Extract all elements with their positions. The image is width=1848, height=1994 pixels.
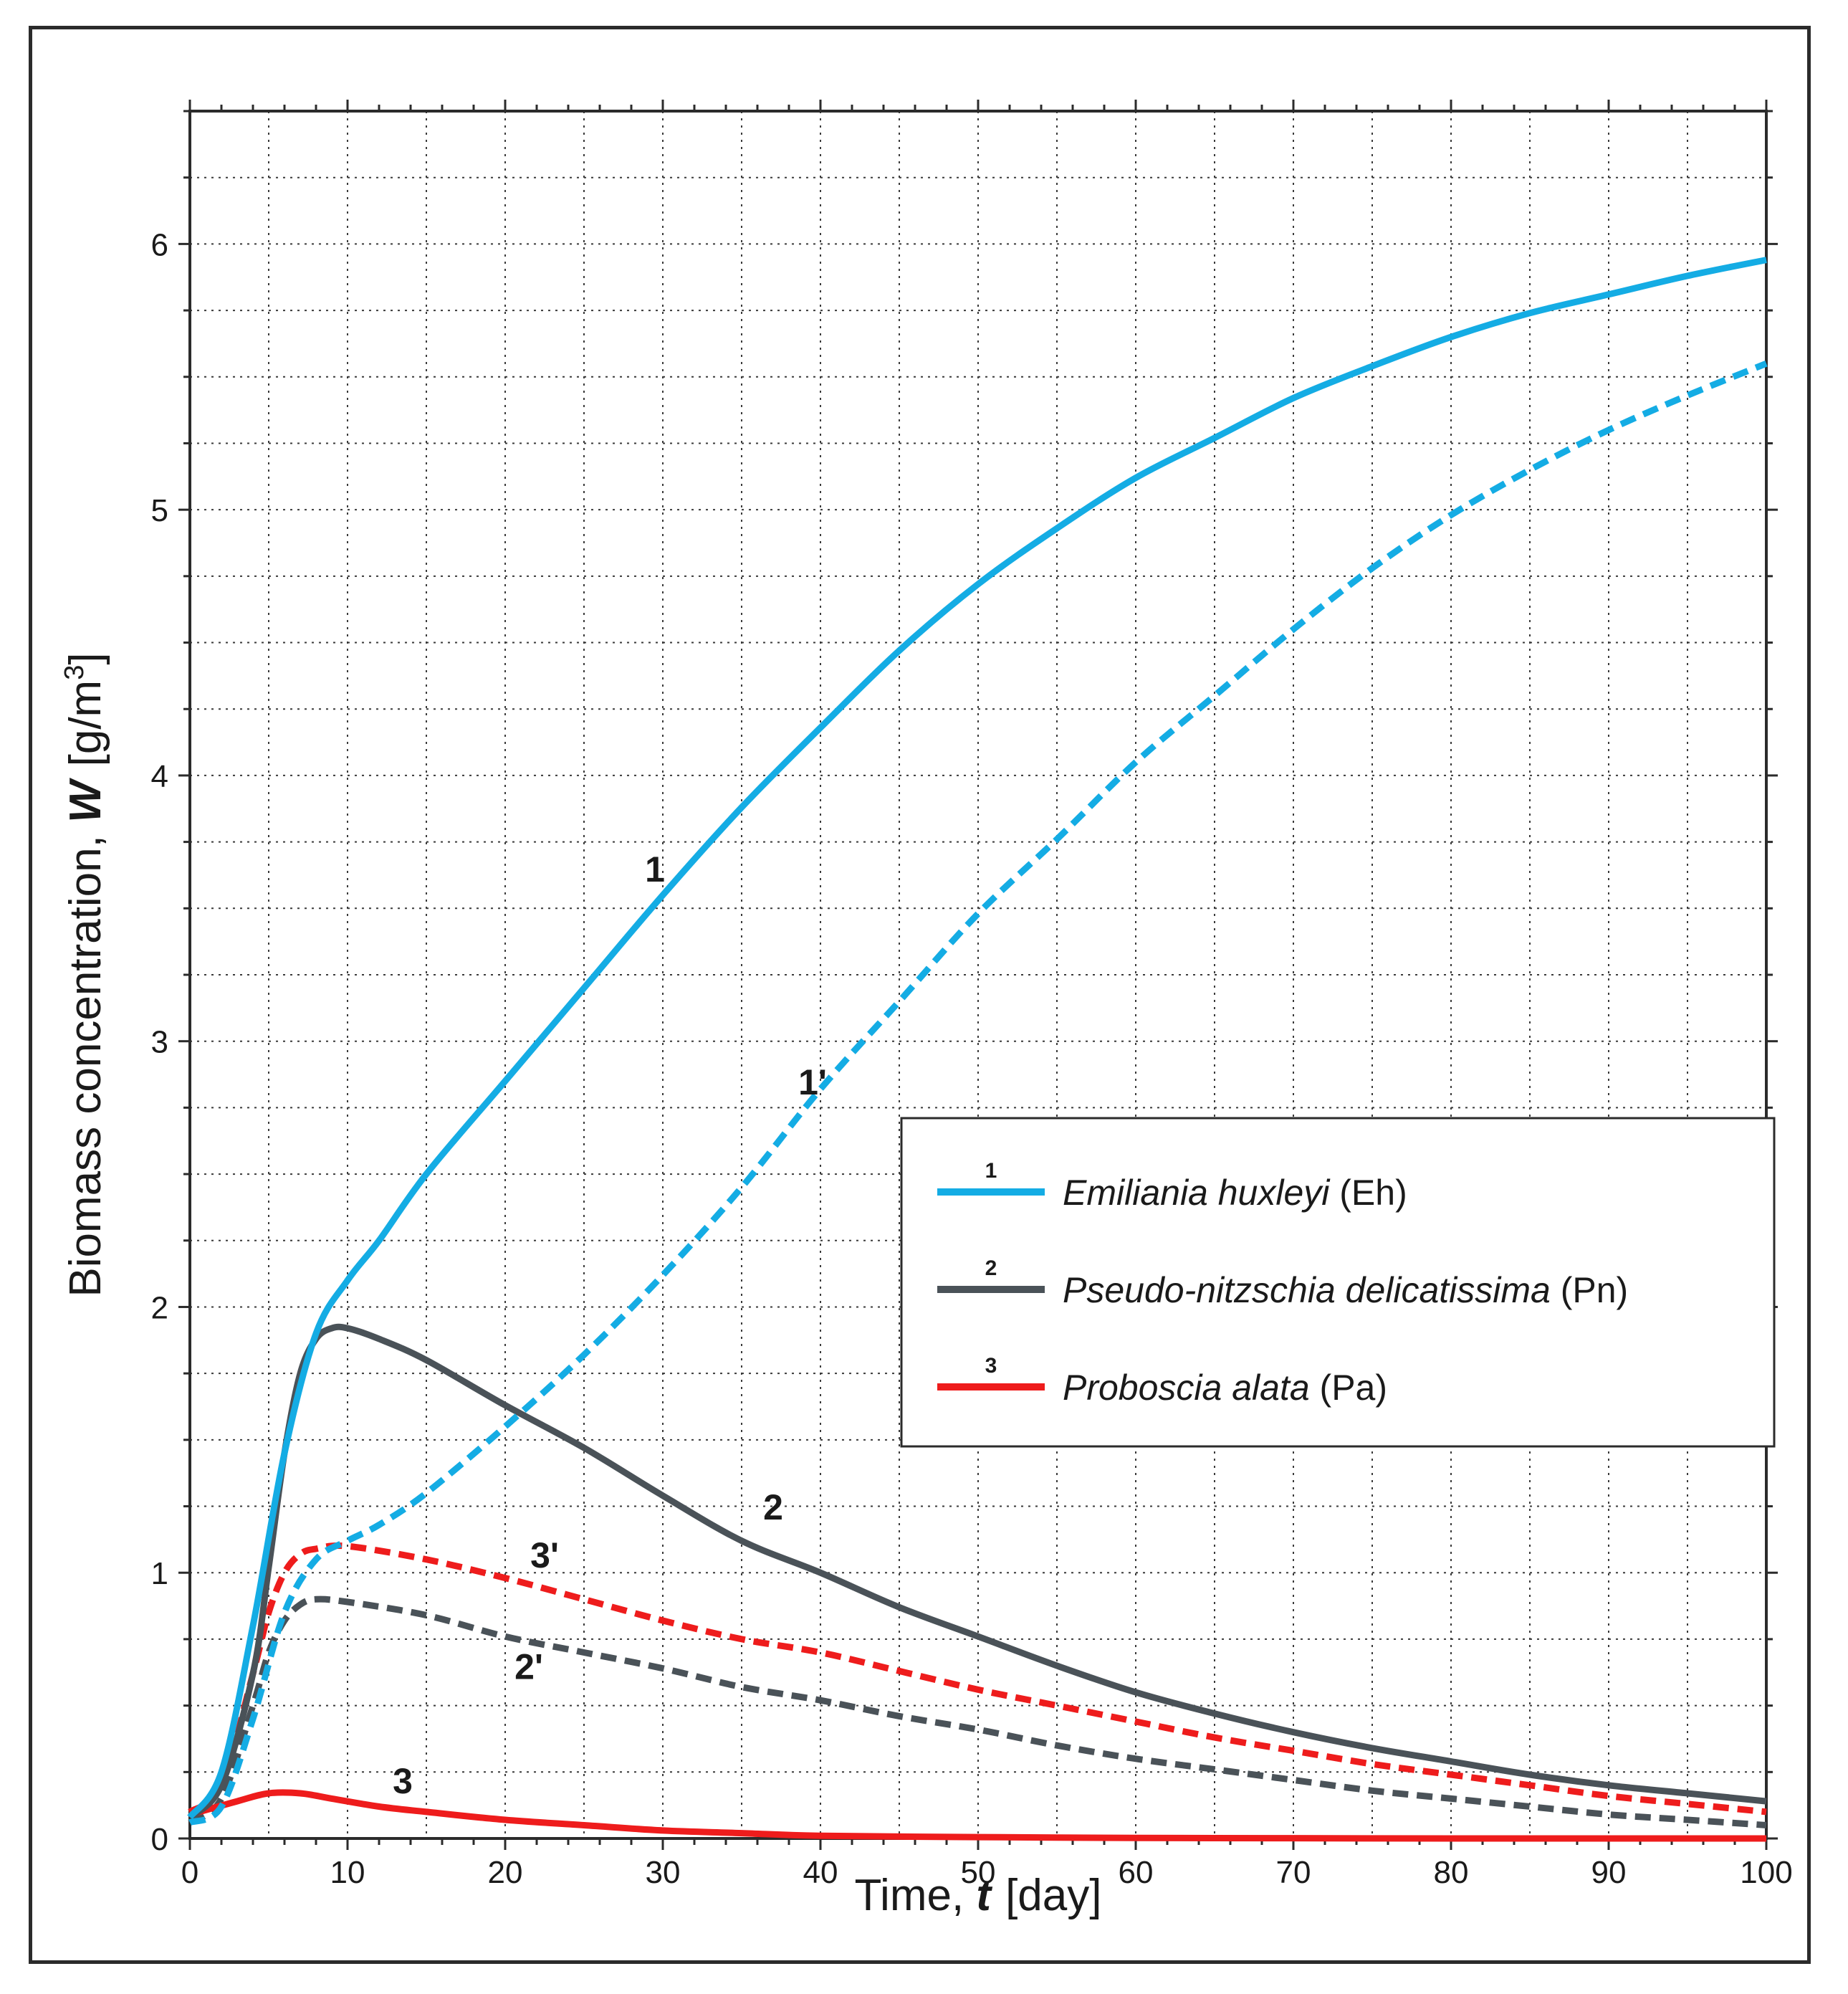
legend-number-1: 1 — [985, 1159, 997, 1183]
legend-species-code: (Eh) — [1329, 1173, 1407, 1213]
curve-label-1-prime: 1' — [798, 1062, 827, 1102]
x-tick-label: 60 — [1119, 1855, 1154, 1890]
curve-label-2-prime: 2' — [514, 1647, 543, 1687]
x-axis-title-prefix: Time, — [854, 1871, 976, 1920]
series-2-prime-dashed-line — [188, 1595, 1767, 1828]
legend-species-name: Emiliania huxleyi — [1063, 1173, 1331, 1213]
legend-species-name: Proboscia alata — [1063, 1368, 1310, 1408]
x-tick-label: 90 — [1591, 1855, 1627, 1890]
series-1-solid-line — [187, 257, 1767, 1820]
y-axis-title-prefix: Biomass concentration, — [61, 823, 110, 1297]
y-axis-title-unit: [g/m — [61, 680, 110, 767]
y-axis-title: Biomass concentration, W [g/m3] — [59, 652, 110, 1297]
series-3-solid-line — [188, 1789, 1766, 1842]
grid — [190, 111, 1766, 1838]
figure-frame — [29, 26, 1811, 1964]
x-tick-label: 70 — [1276, 1855, 1311, 1890]
x-tick-label: 50 — [961, 1855, 996, 1890]
curve-label-2: 2 — [763, 1487, 783, 1527]
legend-species-code: (Pa) — [1310, 1368, 1387, 1408]
y-axis-title-variable: W — [61, 778, 110, 823]
series-1-prime-dashed-line — [188, 361, 1768, 1826]
legend-species-code: (Pn) — [1551, 1270, 1628, 1310]
y-tick-label: 2 — [151, 1290, 168, 1325]
x-axis-title-variable: t — [976, 1871, 992, 1920]
curve-label-3: 3 — [393, 1761, 413, 1801]
y-tick-label: 6 — [151, 227, 168, 262]
legend: 1 Emiliania huxleyi (Eh) 2 Pseudo-nitzschia… — [900, 1117, 1776, 1448]
legend-label-1: Emiliania huxleyi (Eh) — [1063, 1173, 1407, 1213]
x-tick-label: 40 — [803, 1855, 838, 1890]
y-tick-label: 1 — [151, 1556, 168, 1591]
y-axis-title-unit-sup: 3 — [59, 665, 90, 680]
x-axis-title-unit: [day] — [1005, 1871, 1101, 1920]
x-tick-label: 100 — [1740, 1855, 1792, 1890]
curve-label-1: 1 — [645, 849, 665, 889]
legend-species-name: Pseudo-nitzschia delicatissima — [1063, 1270, 1551, 1310]
curve-annotations: 1 1' 2 2' 3 3' — [393, 849, 827, 1801]
x-tick-label: 30 — [646, 1855, 681, 1890]
y-axis-title-unit-close: ] — [61, 652, 110, 664]
legend-number-2: 2 — [985, 1256, 997, 1280]
x-tick-label: 0 — [181, 1855, 198, 1890]
series-3-prime-dashed-line — [188, 1542, 1767, 1816]
legend-number-3: 3 — [985, 1354, 997, 1378]
legend-label-2: Pseudo-nitzschia delicatissima (Pn) — [1063, 1270, 1628, 1310]
legend-label-3: Proboscia alata (Pa) — [1063, 1368, 1387, 1408]
curves — [187, 257, 1768, 1842]
x-tick-label: 80 — [1434, 1855, 1469, 1890]
x-axis-title: Time, t [day] — [854, 1871, 1101, 1920]
y-tick-label: 3 — [151, 1025, 168, 1060]
ticks: 0 10 20 30 40 50 60 70 80 90 100 0 1 2 3 4 5 6 — [151, 100, 1793, 1890]
y-tick-label: 5 — [151, 493, 168, 528]
x-tick-label: 10 — [330, 1855, 365, 1890]
y-tick-label: 0 — [151, 1822, 168, 1857]
legend-box — [900, 1117, 1776, 1448]
y-tick-label: 4 — [151, 759, 168, 794]
curve-label-3-prime: 3' — [530, 1535, 559, 1575]
x-tick-label: 20 — [488, 1855, 523, 1890]
